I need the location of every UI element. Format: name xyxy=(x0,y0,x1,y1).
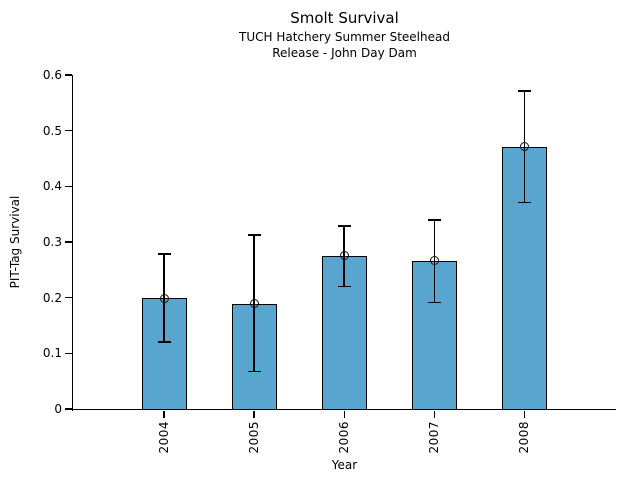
x-tick-2005 xyxy=(253,410,255,418)
y-tick xyxy=(64,296,72,299)
y-tick-label: 0.5 xyxy=(42,123,62,138)
x-tick-label-2004: 2004 xyxy=(156,421,171,454)
error-cap-top-2005 xyxy=(247,233,261,236)
y-tick-label: 0.2 xyxy=(42,290,62,305)
error-cap-top-2006 xyxy=(337,225,351,227)
error-cap-bottom-2008 xyxy=(518,201,531,204)
x-tick-label-2006: 2006 xyxy=(336,421,351,454)
chart-subtitle-line2: Release - John Day Dam xyxy=(272,46,417,60)
x-tick-label-2005: 2005 xyxy=(246,421,261,454)
error-cap-bottom-2004 xyxy=(157,341,171,343)
y-tick xyxy=(64,352,72,355)
y-axis-line xyxy=(71,74,74,411)
bar-2007 xyxy=(411,260,457,410)
y-tick-label: 0.4 xyxy=(42,179,62,194)
y-tick xyxy=(64,408,72,410)
x-tick-2006 xyxy=(343,410,345,418)
point-marker-2004 xyxy=(159,293,169,303)
chart-title: Smolt Survival xyxy=(290,9,399,27)
point-marker-2007 xyxy=(429,256,439,266)
error-cap-top-2008 xyxy=(518,90,531,92)
chart-subtitle-line1: TUCH Hatchery Summer Steelhead xyxy=(239,30,450,44)
x-tick-label-2007: 2007 xyxy=(426,421,441,454)
y-tick xyxy=(64,241,72,243)
x-tick-2004 xyxy=(163,410,165,418)
y-tick xyxy=(64,74,72,76)
error-cap-bottom-2006 xyxy=(337,285,351,288)
error-cap-top-2004 xyxy=(157,253,171,256)
y-tick-label: 0.6 xyxy=(42,68,62,82)
error-cap-top-2007 xyxy=(427,218,441,221)
y-tick-label: 0.3 xyxy=(42,235,62,249)
y-tick-label: 0.1 xyxy=(42,346,62,361)
x-tick-label-2008: 2008 xyxy=(517,421,531,454)
point-marker-2005 xyxy=(249,299,259,309)
x-tick-2008 xyxy=(523,410,526,418)
point-marker-2008 xyxy=(520,142,529,152)
x-tick-2007 xyxy=(433,410,436,418)
x-axis-label: Year xyxy=(331,458,358,472)
y-tick xyxy=(64,129,72,132)
y-tick xyxy=(64,185,72,188)
error-cap-bottom-2005 xyxy=(247,370,261,373)
error-cap-bottom-2007 xyxy=(427,301,441,304)
point-marker-2006 xyxy=(339,251,349,261)
y-tick-label: 0 xyxy=(54,402,62,416)
